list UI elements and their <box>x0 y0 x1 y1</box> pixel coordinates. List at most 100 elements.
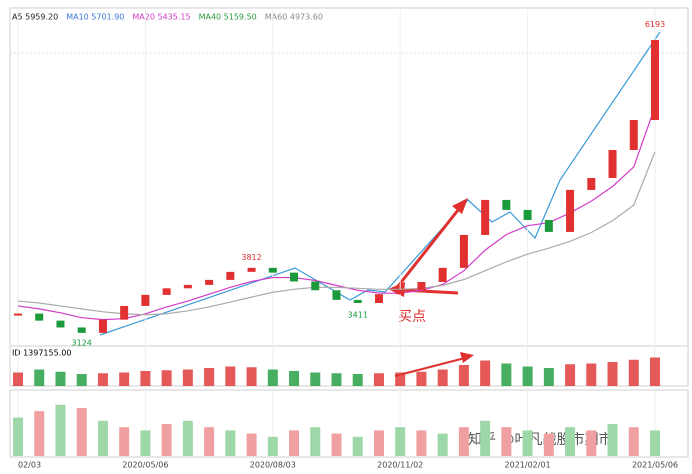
candle <box>566 189 575 232</box>
volume-bar <box>225 366 236 386</box>
volume-bar <box>289 371 300 386</box>
volume-bar <box>140 371 151 386</box>
oscillator-bar <box>373 430 384 456</box>
candle <box>120 305 129 320</box>
red-arrow <box>393 204 464 291</box>
volume-bar <box>480 360 491 386</box>
candle <box>247 267 256 272</box>
oscillator-bar <box>522 430 533 456</box>
trend-zigzag <box>99 31 661 336</box>
oscillator-bar <box>161 424 172 456</box>
x-tick-label: 2020/05/06 <box>122 461 168 470</box>
volume-bar <box>586 363 597 386</box>
volume-bar <box>373 373 384 386</box>
extreme-label: 6193 <box>645 20 665 29</box>
oscillator-bar <box>565 427 576 456</box>
volume-label: ID 1397155.00 <box>12 349 71 358</box>
candle <box>56 320 65 328</box>
candle <box>374 294 383 304</box>
oscillator-bar <box>480 420 491 456</box>
candle <box>183 284 192 289</box>
candle <box>544 219 553 232</box>
x-tick-label: 02/03 <box>18 461 41 470</box>
volume-bar <box>395 372 406 386</box>
oscillator-bar <box>76 408 87 456</box>
oscillator-bar <box>352 436 363 456</box>
volume-bar <box>458 365 469 386</box>
oscillator-bar <box>437 433 448 456</box>
oscillator-bar <box>586 430 597 456</box>
oscillator-bar <box>97 420 108 456</box>
volume-bar <box>204 368 215 386</box>
volume-bar <box>246 367 257 386</box>
oscillator-bar <box>246 433 257 456</box>
oscillator-panel <box>9 389 689 458</box>
oscillator-bar <box>267 436 278 456</box>
red-arrow <box>394 357 466 377</box>
volume-bar <box>182 369 193 386</box>
indicator-label: MA60 4973.60 <box>265 13 323 22</box>
volume-bar <box>13 372 23 386</box>
volume-bar <box>416 371 427 386</box>
volume-bar <box>522 366 533 386</box>
candle <box>629 120 638 150</box>
volume-panel <box>9 345 689 387</box>
volume-bar <box>161 370 172 386</box>
oscillator-bar <box>289 430 300 456</box>
oscillator-bar <box>416 430 427 456</box>
oscillator-bar <box>119 427 130 456</box>
indicator-label: MA40 5159.50 <box>199 13 257 22</box>
oscillator-bar <box>310 427 321 456</box>
oscillator-bar <box>543 433 554 456</box>
oscillator-bar <box>501 427 512 456</box>
oscillator-bar <box>628 427 639 456</box>
oscillator-bar <box>331 433 342 456</box>
indicator-label: MA10 5701.90 <box>66 13 124 22</box>
volume-bar <box>352 374 363 386</box>
candle <box>459 234 468 268</box>
candle <box>502 199 511 210</box>
candle <box>205 279 214 285</box>
x-tick-label: 2020/11/02 <box>377 461 423 470</box>
candle <box>268 267 277 273</box>
candle <box>353 299 362 304</box>
extreme-label: 3411 <box>348 310 368 319</box>
candle <box>417 281 426 290</box>
oscillator-bar <box>650 430 660 456</box>
candle <box>141 294 150 306</box>
volume-bar <box>565 364 576 386</box>
extreme-label: 3124 <box>72 338 92 347</box>
candle <box>481 199 490 235</box>
volume-bar <box>437 369 448 386</box>
candle <box>396 289 405 295</box>
volume-bar <box>543 368 554 386</box>
candle <box>311 281 320 291</box>
x-tick-label: 2021/02/01 <box>505 461 551 470</box>
oscillator-bar <box>607 424 618 456</box>
candle <box>587 177 596 190</box>
oscillator-bar <box>55 404 66 456</box>
volume-bar <box>97 373 108 386</box>
indicator-label: MA20 5435.15 <box>132 13 190 22</box>
indicator-label: A5 5959.20 <box>12 13 58 22</box>
candle <box>523 209 532 220</box>
oscillator-bar <box>140 430 151 456</box>
candle <box>226 271 235 280</box>
volume-bar <box>331 373 342 386</box>
oscillator-bar <box>34 411 45 456</box>
candle <box>14 313 22 316</box>
candle <box>651 40 659 121</box>
oscillator-bar <box>13 417 23 456</box>
extreme-label: 3812 <box>241 253 261 262</box>
candle <box>438 267 447 282</box>
arrow-head <box>452 198 468 214</box>
volume-bar <box>76 374 87 386</box>
x-tick-label: 2020/08/03 <box>250 461 296 470</box>
volume-bar <box>34 369 45 386</box>
arrow-head <box>460 352 474 363</box>
volume-bar <box>628 359 639 386</box>
oscillator-bar <box>458 427 469 456</box>
annotation: 买点 <box>398 309 426 325</box>
